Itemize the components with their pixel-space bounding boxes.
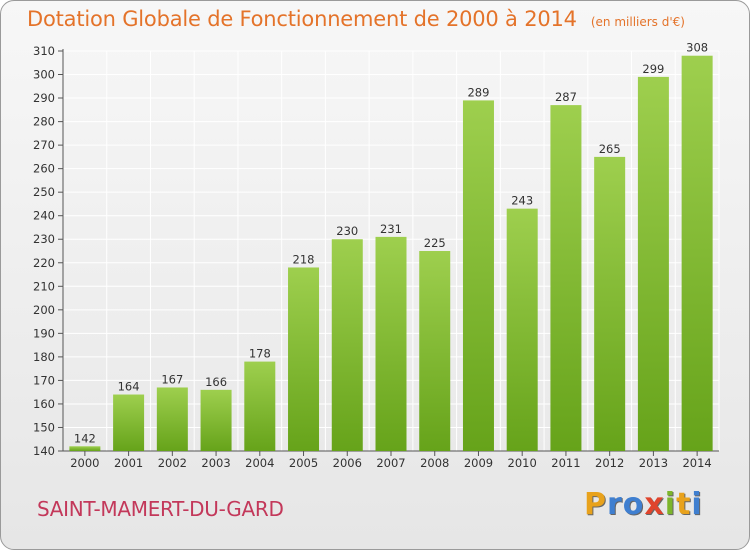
- y-tick-label: 300: [33, 68, 55, 82]
- y-tick-label: 160: [33, 397, 55, 411]
- x-axis: 2000 2001 2002 2003 2004 2005 2006 2007 2008 2009…: [70, 451, 712, 470]
- data-label: 218: [293, 252, 315, 266]
- bar: [462, 100, 494, 451]
- bar: [331, 239, 363, 451]
- x-tick-label: 2010: [508, 456, 537, 470]
- x-tick-label: 2007: [376, 456, 405, 470]
- data-label: 231: [380, 222, 402, 236]
- bar: [288, 267, 320, 451]
- bar: [681, 55, 713, 452]
- y-tick-label: 170: [33, 373, 55, 387]
- logo-letter: i: [691, 487, 703, 522]
- bar: [244, 361, 276, 451]
- chart-title-text: Dotation Globale de Fonctionnement de 20…: [27, 7, 577, 31]
- x-tick-label: 2013: [639, 456, 668, 470]
- data-label: 167: [161, 372, 183, 386]
- x-tick-label: 2004: [245, 456, 274, 470]
- bar: [550, 105, 582, 451]
- bar: [506, 208, 538, 451]
- x-tick-label: 2002: [158, 456, 187, 470]
- bar: [419, 251, 451, 451]
- data-label: 142: [74, 431, 96, 445]
- bar: [637, 76, 669, 451]
- y-tick-label: 250: [33, 185, 55, 199]
- y-tick-label: 280: [33, 115, 55, 129]
- x-tick-label: 2012: [595, 456, 624, 470]
- chart-title: Dotation Globale de Fonctionnement de 20…: [27, 7, 685, 31]
- x-tick-label: 2009: [464, 456, 493, 470]
- x-tick-label: 2001: [114, 456, 143, 470]
- data-label: 178: [249, 347, 271, 361]
- bar: [594, 156, 626, 451]
- y-tick-label: 310: [33, 44, 55, 58]
- y-tick-label: 290: [33, 91, 55, 105]
- bar: [156, 387, 188, 451]
- data-label: 230: [336, 224, 358, 238]
- y-tick-label: 140: [33, 444, 55, 458]
- y-tick-label: 240: [33, 209, 55, 223]
- y-tick-label: 190: [33, 326, 55, 340]
- bar: [375, 236, 407, 451]
- y-tick-label: 200: [33, 303, 55, 317]
- data-label: 287: [555, 90, 577, 104]
- data-label: 265: [599, 142, 621, 156]
- logo-letter: i: [664, 487, 677, 522]
- bar: [113, 394, 145, 451]
- x-tick-label: 2000: [70, 456, 99, 470]
- y-tick-label: 150: [33, 420, 55, 434]
- data-label: 289: [467, 85, 489, 99]
- logo-letter: o: [622, 487, 645, 522]
- logo-letter: P: [584, 487, 607, 522]
- x-tick-label: 2008: [420, 456, 449, 470]
- bars: [69, 55, 713, 452]
- x-tick-label: 2003: [201, 456, 230, 470]
- y-tick-label: 180: [33, 350, 55, 364]
- y-tick-label: 220: [33, 256, 55, 270]
- data-label: 299: [642, 62, 664, 76]
- data-label: 166: [205, 375, 227, 389]
- data-label: 243: [511, 194, 533, 208]
- proxiti-logo: Proxiti: [584, 487, 703, 522]
- y-tick-label: 270: [33, 138, 55, 152]
- bar: [69, 446, 101, 451]
- commune-name: SAINT-MAMERT-DU-GARD: [37, 497, 284, 521]
- x-tick-label: 2011: [551, 456, 580, 470]
- x-tick-label: 2014: [682, 456, 711, 470]
- y-tick-label: 210: [33, 279, 55, 293]
- logo-letter: x: [644, 487, 665, 522]
- logo-letter: t: [676, 487, 692, 522]
- logo-letter: r: [607, 487, 623, 522]
- data-label: 308: [686, 41, 708, 55]
- chart-unit: (en milliers d'€): [590, 15, 685, 29]
- data-label: 225: [424, 236, 446, 250]
- x-tick-label: 2005: [289, 456, 318, 470]
- bar: [200, 389, 232, 451]
- x-tick-label: 2006: [333, 456, 362, 470]
- data-label: 164: [118, 380, 140, 394]
- data-labels: 142 164 167 166 178 218 230 231 225 289 243 287 265 2…: [74, 41, 708, 446]
- y-tick-label: 260: [33, 162, 55, 176]
- y-tick-label: 230: [33, 232, 55, 246]
